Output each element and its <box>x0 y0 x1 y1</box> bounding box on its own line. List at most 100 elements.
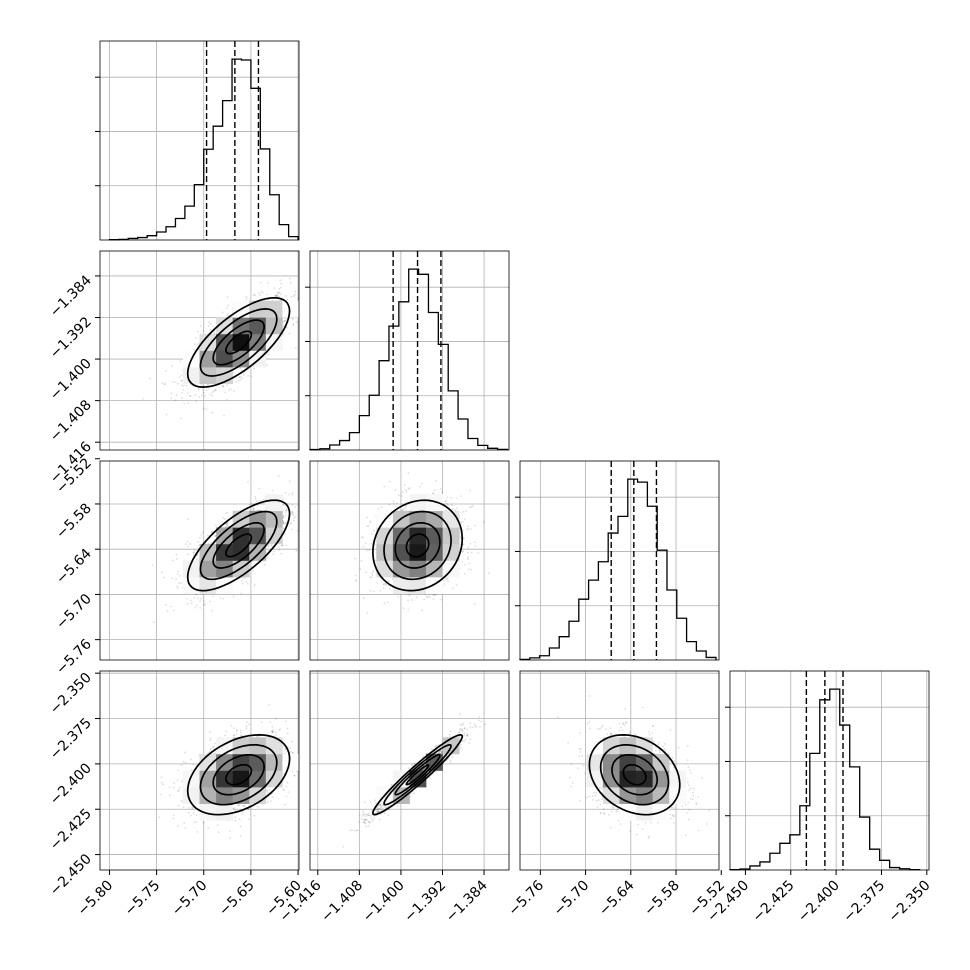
sample-point <box>180 379 183 382</box>
density-contour <box>225 533 253 558</box>
sample-point <box>197 330 199 333</box>
density-cell <box>409 494 427 512</box>
sample-point <box>450 496 453 499</box>
sample-point <box>359 568 362 570</box>
sample-point <box>186 540 189 543</box>
sample-point <box>474 524 476 527</box>
sample-point <box>266 557 269 559</box>
density-cell <box>265 510 283 528</box>
sample-point <box>258 292 261 294</box>
sample-point <box>277 292 280 295</box>
sample-point <box>250 375 253 378</box>
sample-point <box>172 814 175 816</box>
sample-point <box>197 388 200 391</box>
density-contour <box>212 319 265 366</box>
sample-point <box>247 375 250 377</box>
sample-point <box>225 523 228 526</box>
sample-point <box>283 789 286 792</box>
sample-point <box>234 809 237 812</box>
sample-point <box>423 598 426 601</box>
histogram-step <box>108 58 299 241</box>
sample-point <box>247 818 250 821</box>
sample-point <box>301 506 303 508</box>
sample-point <box>304 318 306 320</box>
sample-point <box>241 369 243 372</box>
sample-point <box>421 609 423 612</box>
sample-point <box>465 528 468 531</box>
sample-point <box>467 558 470 561</box>
sample-point <box>176 790 179 792</box>
sample-point <box>194 394 197 397</box>
sample-point <box>214 388 217 391</box>
sample-point <box>201 389 204 391</box>
sample-point <box>303 513 305 515</box>
sample-point <box>193 348 196 351</box>
sample-point <box>395 505 398 508</box>
sample-point <box>405 505 408 508</box>
sample-point <box>265 364 268 366</box>
sample-point <box>263 564 266 566</box>
sample-point <box>290 512 293 515</box>
sample-point <box>181 384 183 387</box>
sample-point <box>171 559 174 562</box>
sample-point <box>252 508 255 510</box>
sample-point <box>469 542 472 545</box>
sample-point <box>209 393 212 396</box>
sample-point <box>295 549 298 552</box>
sample-point <box>404 483 406 486</box>
sample-point <box>240 734 243 737</box>
density-contour <box>186 296 291 388</box>
sample-point <box>175 558 178 560</box>
sample-point <box>239 379 242 381</box>
sample-point <box>389 588 391 590</box>
panel-frame <box>309 460 510 661</box>
sample-point <box>369 576 372 579</box>
sample-point <box>153 621 156 624</box>
sample-point <box>178 376 181 379</box>
density-cell <box>249 527 267 545</box>
sample-point <box>426 596 428 599</box>
sample-point <box>206 383 209 386</box>
sample-point <box>432 598 435 600</box>
sample-point <box>237 379 240 382</box>
sample-point <box>396 502 398 504</box>
density-cell <box>426 527 443 545</box>
sample-point <box>209 748 212 751</box>
sample-point <box>383 485 386 488</box>
histogram-step <box>309 268 509 451</box>
sample-point <box>300 492 302 494</box>
sample-point <box>172 609 175 612</box>
sample-point <box>364 571 367 574</box>
sample-point <box>354 574 357 577</box>
sample-point <box>285 521 288 524</box>
sample-point <box>199 600 201 602</box>
sample-point <box>184 543 187 546</box>
sample-point <box>305 503 307 505</box>
sample-point <box>372 570 375 573</box>
sample-point <box>184 751 186 754</box>
sample-point <box>192 551 195 554</box>
sample-point <box>246 721 248 724</box>
sample-point <box>211 530 214 533</box>
sample-point <box>161 571 163 574</box>
sample-point <box>293 294 295 297</box>
sample-point <box>291 528 294 531</box>
sample-point <box>286 502 289 505</box>
sample-point <box>408 594 411 597</box>
sample-point <box>232 595 235 598</box>
sample-point <box>376 582 379 584</box>
sample-point <box>477 552 480 554</box>
sample-point <box>208 600 211 603</box>
sample-point <box>295 320 298 323</box>
sample-point <box>452 587 454 590</box>
sample-point <box>266 293 268 296</box>
sample-point <box>407 599 409 602</box>
sample-point <box>377 507 380 510</box>
sample-point <box>473 603 476 606</box>
sample-point <box>462 543 465 546</box>
sample-point <box>151 564 154 566</box>
sample-point <box>220 520 223 523</box>
sample-point <box>445 502 448 505</box>
sample-point <box>203 395 206 397</box>
sample-point <box>238 818 241 821</box>
